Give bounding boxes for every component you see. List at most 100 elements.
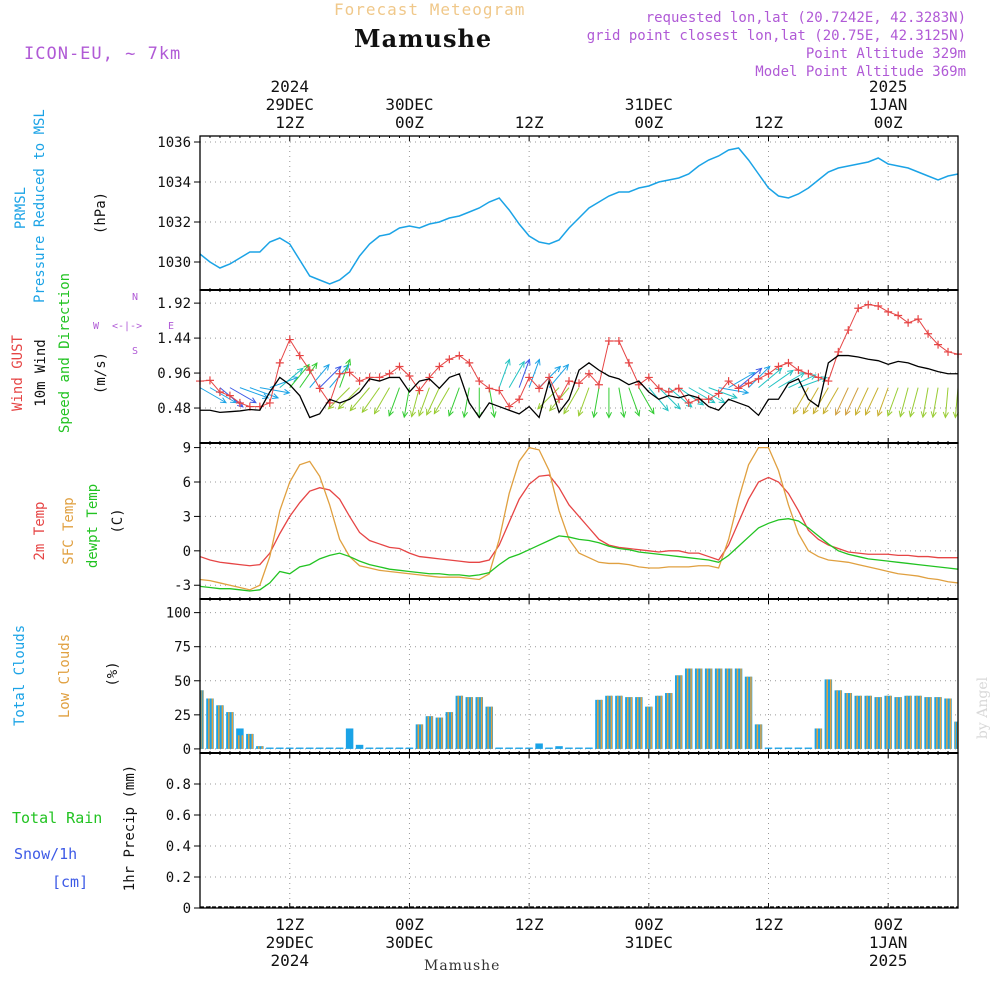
model-altitude: Model Point Altitude 369m xyxy=(755,64,966,80)
total-cloud-bar xyxy=(455,695,464,749)
total-cloud-bar xyxy=(335,747,344,749)
time-label-top: 2024 xyxy=(270,77,309,96)
low-cloud-bar xyxy=(660,695,662,749)
wind-arrow-head xyxy=(402,411,409,419)
time-label-bottom: 1JAN xyxy=(869,933,908,952)
time-label-bottom: 30DEC xyxy=(385,933,433,952)
gust-point xyxy=(654,384,663,393)
gust-point xyxy=(704,395,713,404)
gust-point xyxy=(565,377,574,386)
low-cloud-bar xyxy=(896,697,898,749)
low-cloud-bar xyxy=(600,699,603,749)
wind-arrow-shaft xyxy=(865,387,879,416)
low-cloud-bar xyxy=(720,668,722,749)
total-cloud-bar xyxy=(555,746,563,749)
wind-arrow-head xyxy=(524,358,531,366)
panel-pressure: 1030 1032 1034 1036 xyxy=(157,135,959,290)
wind-arrow-head xyxy=(908,410,915,418)
gust-point xyxy=(395,362,404,371)
gust-point xyxy=(405,371,414,380)
gust-point xyxy=(664,388,673,396)
wind-arrow-head xyxy=(787,369,795,376)
total-cloud-bar xyxy=(295,747,304,749)
time-label-top: 00Z xyxy=(874,113,903,132)
wind-arrow-shaft xyxy=(932,387,939,418)
wind-arrow xyxy=(812,387,829,415)
total-cloud-bar xyxy=(276,747,284,749)
gust-point xyxy=(724,377,733,386)
grid-point-coords: grid point closest lon,lat (20.75E, 42.3… xyxy=(586,28,966,44)
point-altitude: Point Altitude 329m xyxy=(805,46,966,62)
wind-arrow-head xyxy=(343,363,350,371)
wind-arrow-head xyxy=(418,409,424,417)
wind-arrow xyxy=(698,387,726,404)
time-label-bottom: 12Z xyxy=(515,915,544,934)
wind-arrow xyxy=(920,387,929,419)
total-cloud-bar xyxy=(764,747,773,749)
time-label-top: 31DEC xyxy=(625,95,673,114)
y-tick-label: 0 xyxy=(183,901,191,917)
total-cloud-bar xyxy=(525,747,533,749)
low-cloud-bar xyxy=(470,697,473,749)
low-cloud-bar xyxy=(480,697,483,749)
low-cloud-bar xyxy=(849,693,852,749)
panel-temperature: -3 0 3 6 9 xyxy=(174,441,959,599)
total-cloud-bar xyxy=(635,697,643,749)
gust-point xyxy=(385,369,394,378)
wind-arrow xyxy=(476,387,483,419)
wind-arrow xyxy=(410,387,420,418)
total-cloud-bar xyxy=(914,695,922,749)
wind-arrow xyxy=(259,387,291,395)
temp-sfc-line xyxy=(199,446,959,591)
y-tick-label: 1032 xyxy=(157,215,191,231)
low-cloud-bar xyxy=(949,698,952,749)
wind-arrow-shaft xyxy=(239,387,269,399)
wind-arrow xyxy=(758,367,783,389)
total-cloud-bar xyxy=(844,693,853,749)
wind-arrow-shaft xyxy=(209,387,237,404)
gust-point xyxy=(614,337,623,345)
low-cloud-bar xyxy=(939,697,942,749)
total-cloud-bar xyxy=(874,697,882,749)
wind-arrow-shaft xyxy=(418,387,430,416)
low-cloud-bar xyxy=(706,668,709,749)
wind-arrow-head xyxy=(648,407,655,415)
wind-arrow xyxy=(605,387,612,419)
gust-point xyxy=(784,358,793,367)
wind-arrow xyxy=(835,387,849,416)
gust-point xyxy=(335,369,344,378)
wind-arrow-head xyxy=(730,393,738,399)
gust-point xyxy=(375,373,384,382)
low-cloud-bar xyxy=(251,733,254,749)
wind-arrow-head xyxy=(876,409,883,417)
low-cloud-bar xyxy=(626,697,629,749)
low-cloud-bar xyxy=(620,695,623,749)
wind-arrow xyxy=(591,387,600,419)
wind-arrow-shaft xyxy=(563,387,580,414)
wind-arrow-shaft xyxy=(259,387,290,394)
wind-arrow xyxy=(718,387,750,395)
gust-point xyxy=(794,366,803,375)
total-cloud-bar xyxy=(405,747,414,749)
time-label-top: 12Z xyxy=(275,113,304,132)
wind-arrow-head xyxy=(845,408,851,416)
gust-point xyxy=(265,398,274,407)
total-cloud-bar xyxy=(824,679,833,749)
gust-point xyxy=(844,326,853,335)
wind-arrow-shaft xyxy=(488,387,495,418)
wind-arrow-shaft xyxy=(537,387,560,410)
y-tick-label: 1.92 xyxy=(157,296,191,312)
wind-arrow-shaft xyxy=(708,387,738,399)
wind-arrow-shaft xyxy=(688,387,715,404)
wind-arrow-shaft xyxy=(319,366,342,388)
gust-point xyxy=(644,373,653,382)
total-cloud-bar xyxy=(575,747,583,749)
wind-arrow-head xyxy=(775,367,783,375)
low-cloud-bar xyxy=(607,695,609,749)
wind-arrow xyxy=(229,387,257,404)
time-label-bottom: 29DEC xyxy=(266,933,314,952)
total-cloud-bar xyxy=(226,712,234,749)
low-cloud-bar xyxy=(640,697,642,749)
total-cloud-bar xyxy=(236,728,244,749)
low-cloud-bar xyxy=(636,697,639,749)
